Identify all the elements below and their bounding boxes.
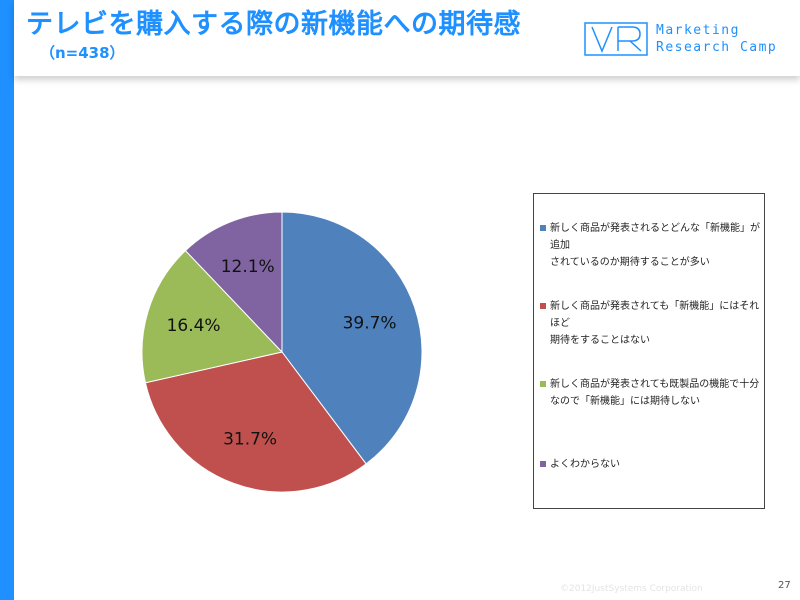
page-number: 27 (778, 580, 791, 591)
legend-swatch-blue (540, 225, 546, 231)
logo-text-line1: Marketing (656, 23, 740, 38)
legend-text-line1: よくわからない (550, 459, 620, 470)
pie-slice-1 (144, 351, 367, 493)
page-title: テレビを購入する際の新機能への期待感 (26, 9, 521, 40)
chart-legend: 新しく商品が発表されるとどんな「新機能」が追加 されているのか期待することが多い… (533, 193, 765, 509)
legend-text-line2: なので「新機能」には期待しない (550, 396, 700, 407)
pie-slice-0 (281, 211, 423, 465)
pie-data-label-0: 39.7% (343, 314, 397, 334)
copyright-notice: ©2012JustSystems Corporation (560, 584, 703, 594)
legend-item: 新しく商品が発表されても「新機能」にはそれほど 期待をすることはない (540, 298, 762, 349)
legend-item: よくわからない (540, 456, 762, 473)
legend-text-line1: 新しく商品が発表されるとどんな「新機能」が追加 (550, 223, 760, 251)
logo-text-line2: Research Camp (656, 40, 778, 55)
left-accent-bar (0, 0, 14, 600)
brand-logo: Marketing Research Camp (584, 20, 794, 60)
legend-swatch-red (540, 303, 546, 309)
logo-mark-icon (584, 22, 648, 56)
legend-swatch-green (540, 381, 546, 387)
slide-header: テレビを購入する際の新機能への期待感 （n=438） Marketing Res… (14, 0, 800, 76)
legend-text-line1: 新しく商品が発表されても既製品の機能で十分 (550, 379, 760, 390)
legend-item: 新しく商品が発表されるとどんな「新機能」が追加 されているのか期待することが多い (540, 220, 762, 271)
sample-size: （n=438） (40, 44, 125, 62)
legend-swatch-purple (540, 461, 546, 467)
legend-text-line2: 期待をすることはない (550, 335, 650, 346)
pie-data-label-2: 16.4% (167, 316, 221, 336)
pie-data-label-1: 31.7% (223, 430, 277, 450)
legend-text-line1: 新しく商品が発表されても「新機能」にはそれほど (550, 301, 760, 329)
legend-item: 新しく商品が発表されても既製品の機能で十分 なので「新機能」には期待しない (540, 376, 762, 410)
pie-slice-3 (184, 211, 283, 354)
pie-data-label-3: 12.1% (221, 257, 275, 277)
legend-text-line2: されているのか期待することが多い (550, 257, 710, 268)
logo-text: Marketing Research Camp (656, 22, 777, 56)
pie-slice-2 (141, 249, 283, 384)
